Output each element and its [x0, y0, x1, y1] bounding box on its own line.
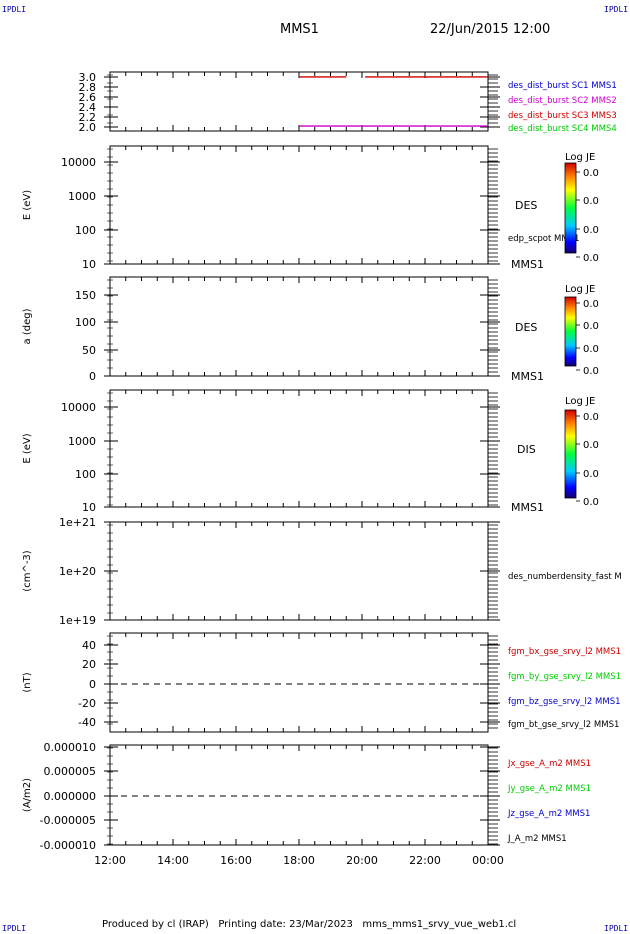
- colorbar-tick-label: 0.0: [583, 168, 599, 179]
- colorbar-tick-label: 0.0: [583, 412, 599, 423]
- footer-credit: Produced by cl (IRAP) Printing date: 23/…: [102, 919, 517, 930]
- colorbar-tick-label: 0.0: [583, 440, 599, 451]
- datetime-title: 22/Jun/2015 12:00: [430, 22, 551, 37]
- y-tick-label: 0: [89, 370, 96, 383]
- y-tick-label: 1e+21: [59, 516, 96, 529]
- y-axis-label: a (deg): [22, 308, 33, 344]
- legend-entry: fgm_bx_gse_srvy_l2 MMS1: [508, 647, 621, 657]
- y-tick-label: -0.000005: [40, 814, 96, 827]
- x-tick-label: 22:00: [409, 854, 441, 867]
- y-tick-label: -0.000010: [40, 839, 96, 852]
- panel-spacecraft-label: MMS1: [511, 501, 544, 514]
- colorbar-title: Log JE: [565, 396, 595, 407]
- overlay-label: edp_scpot MMS1: [508, 234, 579, 244]
- y-tick-label: 100: [75, 316, 96, 329]
- legend-entry: des_numberdensity_fast M: [508, 572, 622, 582]
- y-axis-label: (A/m2): [22, 778, 33, 812]
- legend-entry: Jy_gse_A_m2 MMS1: [507, 784, 591, 794]
- colorbar-tick-label: 0.0: [583, 497, 599, 508]
- y-tick-label: 0.000005: [44, 765, 97, 778]
- colorbar-tick-label: 0.0: [583, 196, 599, 207]
- y-tick-label: 100: [75, 468, 96, 481]
- y-tick-label: 3.0: [79, 71, 97, 84]
- panel-frame-des_pitch: [109, 276, 489, 377]
- panel-frame-burst: [109, 71, 489, 132]
- panel-frame-bfield: [109, 632, 489, 733]
- x-tick-label: 00:00: [472, 854, 504, 867]
- x-tick-label: 14:00: [157, 854, 189, 867]
- y-tick-label: 0.000010: [44, 741, 97, 754]
- panel-frame-dis_energy: [109, 389, 489, 508]
- y-tick-label: 2.0: [79, 121, 97, 134]
- panel-spacecraft-label: MMS1: [511, 258, 544, 271]
- y-tick-label: 40: [82, 639, 96, 652]
- x-tick-label: 20:00: [346, 854, 378, 867]
- x-tick-label: 18:00: [283, 854, 315, 867]
- y-tick-label: -40: [78, 716, 96, 729]
- y-tick-label: 150: [75, 289, 96, 302]
- y-tick-label: -20: [78, 697, 96, 710]
- legend-entry: des_dist_burst SC1 MMS1: [508, 81, 617, 91]
- x-tick-label: 16:00: [220, 854, 252, 867]
- legend-entry: J_A_m2 MMS1: [507, 834, 567, 844]
- spacecraft-title: MMS1: [280, 22, 319, 37]
- corner-label-bl: IPDLI: [2, 924, 27, 933]
- legend-entry: Jz_gse_A_m2 MMS1: [507, 809, 590, 819]
- y-axis-label: (cm^-3): [22, 550, 33, 591]
- y-tick-label: 10000: [61, 156, 96, 169]
- corner-label-br: IPDLI: [604, 924, 629, 933]
- colorbar-tick-label: 0.0: [583, 321, 599, 332]
- y-tick-label: 100: [75, 224, 96, 237]
- legend-entry: des_dist_burst SC2 MMS2: [508, 96, 617, 106]
- colorbar: [564, 409, 577, 499]
- colorbar-tick-label: 0.0: [583, 366, 599, 377]
- colorbar-tick-label: 0.0: [583, 299, 599, 310]
- colorbar: [564, 162, 577, 254]
- y-tick-label: 1e+19: [59, 614, 96, 627]
- y-tick-label: 0: [89, 678, 96, 691]
- colorbar-tick-label: 0.0: [583, 225, 599, 236]
- y-tick-label: 2.4: [79, 101, 97, 114]
- colorbar: [564, 296, 577, 367]
- colorbar-title: Log JE: [565, 284, 595, 295]
- colorbar-tick-label: 0.0: [583, 469, 599, 480]
- x-tick-label: 12:00: [94, 854, 126, 867]
- y-tick-label: 10000: [61, 401, 96, 414]
- y-tick-label: 0.000000: [44, 790, 97, 803]
- species-label: DIS: [517, 443, 536, 456]
- y-tick-label: 50: [82, 344, 96, 357]
- colorbar-tick-label: 0.0: [583, 253, 599, 264]
- y-tick-label: 20: [82, 658, 96, 671]
- y-axis-label: E (eV): [22, 190, 33, 220]
- y-tick-label: 2.8: [79, 81, 97, 94]
- species-label: DES: [515, 199, 537, 212]
- legend-entry: fgm_by_gse_srvy_l2 MMS1: [508, 672, 621, 682]
- legend-entry: des_dist_burst SC4 MMS4: [508, 124, 617, 134]
- legend-entry: fgm_bz_gse_srvy_l2 MMS1: [508, 697, 621, 707]
- y-axis-label: (nT): [22, 672, 33, 692]
- y-tick-label: 2.6: [79, 91, 97, 104]
- colorbar-tick-label: 0.0: [583, 344, 599, 355]
- colorbar-title: Log JE: [565, 152, 595, 163]
- corner-label-tl: IPDLI: [2, 5, 27, 14]
- y-tick-label: 10: [82, 258, 96, 271]
- y-tick-label: 1e+20: [59, 565, 96, 578]
- y-tick-label: 10: [82, 501, 96, 514]
- panel-frame-des_energy: [109, 145, 489, 265]
- species-label: DES: [515, 321, 537, 334]
- legend-entry: des_dist_burst SC3 MMS3: [508, 111, 617, 121]
- panel-frame-current: [109, 744, 489, 846]
- legend-entry: fgm_bt_gse_srvy_l2 MMS1: [508, 720, 619, 730]
- y-tick-label: 1000: [68, 190, 96, 203]
- panel-spacecraft-label: MMS1: [511, 370, 544, 383]
- corner-label-tr: IPDLI: [604, 5, 629, 14]
- y-tick-label: 2.2: [79, 111, 97, 124]
- y-axis-label: E (eV): [22, 433, 33, 463]
- y-tick-label: 1000: [68, 435, 96, 448]
- panel-frame-density: [109, 521, 489, 621]
- legend-entry: Jx_gse_A_m2 MMS1: [507, 759, 591, 769]
